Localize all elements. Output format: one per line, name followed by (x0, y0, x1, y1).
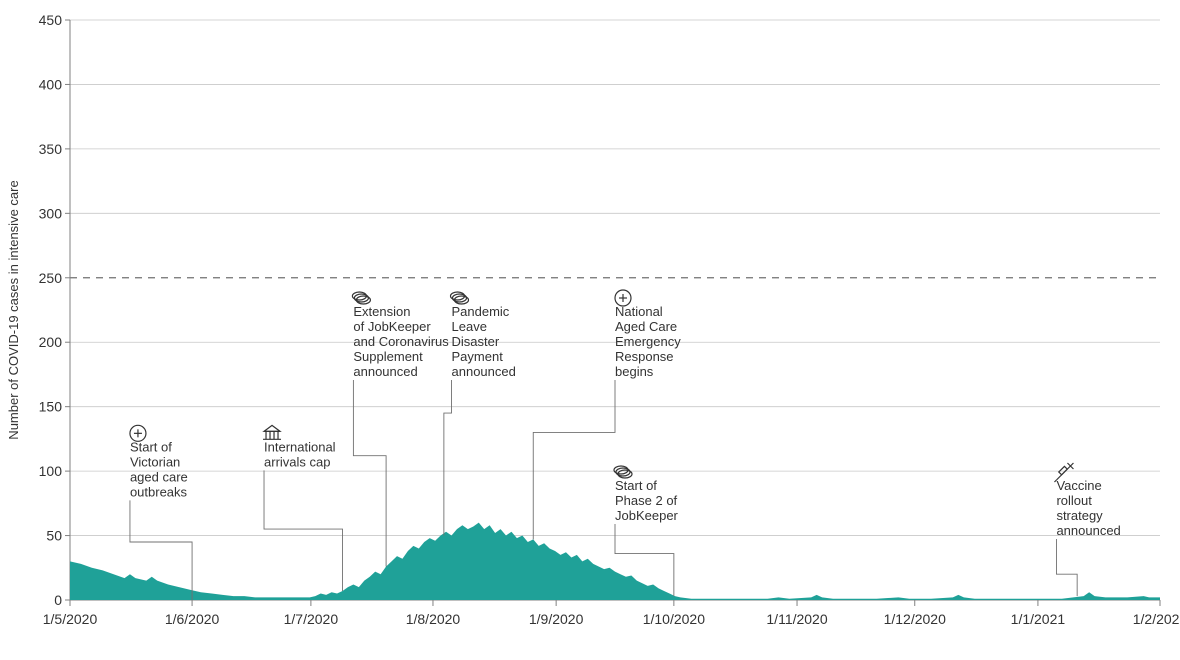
x-tick-label: 1/11/2020 (766, 611, 827, 627)
annotation-text: Pandemic (452, 304, 510, 319)
x-tick-label: 1/1/2021 (1011, 611, 1066, 627)
annotation-text: Disaster (452, 334, 500, 349)
x-tick-label: 1/10/2020 (643, 611, 705, 627)
annotation-text: Phase 2 of (615, 493, 678, 508)
annotation-text: Response (615, 349, 674, 364)
annotation-text: Extension (353, 304, 410, 319)
x-tick-label: 1/8/2020 (406, 611, 461, 627)
annotation-text: National (615, 304, 663, 319)
annotation-text: announced (1056, 523, 1120, 538)
y-tick-label: 400 (39, 76, 63, 92)
y-tick-label: 350 (39, 141, 63, 157)
annotation-text: Start of (130, 439, 172, 454)
y-tick-label: 450 (39, 12, 63, 28)
annotation-text: Aged Care (615, 319, 677, 334)
x-tick-label: 1/7/2020 (284, 611, 339, 627)
y-tick-label: 50 (46, 528, 62, 544)
annotation-text: Start of (615, 478, 657, 493)
x-tick-label: 1/5/2020 (43, 611, 98, 627)
annotation-text: announced (452, 364, 516, 379)
y-tick-label: 250 (39, 270, 63, 286)
annotation-text: arrivals cap (264, 454, 330, 469)
x-tick-label: 1/2/2021 (1133, 611, 1180, 627)
annotation-text: and Coronavirus (353, 334, 449, 349)
annotation-text: International (264, 439, 336, 454)
annotation-text: aged care (130, 469, 188, 484)
y-tick-label: 200 (39, 334, 63, 350)
annotation-text: Leave (452, 319, 487, 334)
annotation-text: Vaccine (1056, 478, 1101, 493)
y-axis-label: Number of COVID-19 cases in intensive ca… (6, 180, 21, 439)
annotation-text: Supplement (353, 349, 423, 364)
x-tick-label: 1/6/2020 (165, 611, 220, 627)
annotation-text: JobKeeper (615, 508, 679, 523)
chart-svg: 0 50 100 150 200 250 300 350 400 450 Number of COV… (0, 0, 1180, 660)
x-tick-label: 1/9/2020 (529, 611, 584, 627)
annotation-text: outbreaks (130, 484, 188, 499)
annotation-text: Victorian (130, 454, 180, 469)
annotation-text: of JobKeeper (353, 319, 431, 334)
annotation-text: announced (353, 364, 417, 379)
chart-container: { "chart": { "type": "area", "width": 11… (0, 0, 1180, 660)
annotation-text: strategy (1056, 508, 1103, 523)
x-tick-label: 1/12/2020 (884, 611, 946, 627)
annotation-text: Payment (452, 349, 504, 364)
annotation-text: begins (615, 364, 654, 379)
y-tick-label: 0 (54, 592, 62, 608)
annotation-text: rollout (1056, 493, 1092, 508)
y-tick-label: 150 (39, 399, 63, 415)
y-tick-label: 300 (39, 205, 63, 221)
y-tick-label: 100 (39, 463, 63, 479)
annotation-text: Emergency (615, 334, 681, 349)
